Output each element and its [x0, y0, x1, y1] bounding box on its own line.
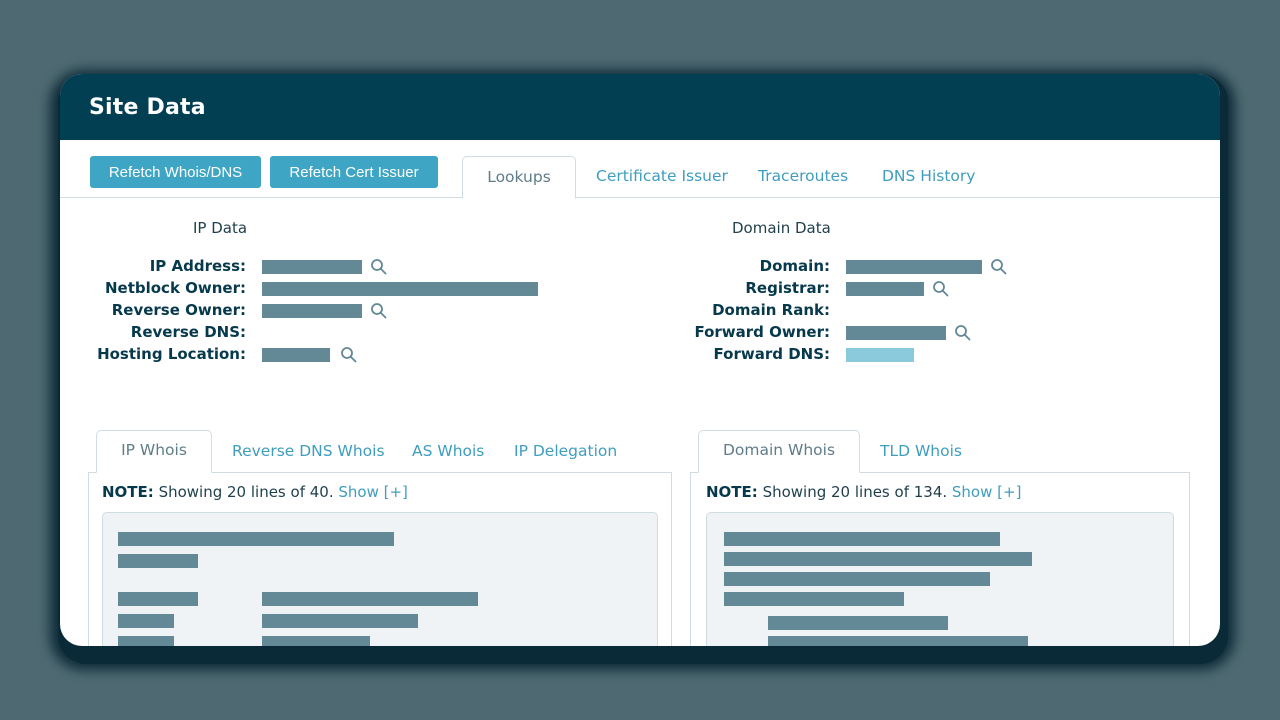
domain-data-title: Domain Data	[732, 219, 831, 237]
tab-lookups[interactable]: Lookups	[462, 156, 576, 199]
toolbar: Refetch Whois/DNS Refetch Cert Issuer Lo…	[60, 140, 1220, 199]
whois-line	[262, 592, 478, 606]
domain-whois-content	[706, 512, 1174, 646]
domain-label: Domain:	[759, 257, 830, 275]
whois-line	[262, 614, 418, 628]
search-icon[interactable]	[340, 346, 358, 364]
tab-traceroutes[interactable]: Traceroutes	[758, 167, 849, 185]
tab-domain-whois[interactable]: Domain Whois	[698, 430, 860, 473]
whois-line	[118, 554, 198, 568]
tab-certificate-issuer[interactable]: Certificate Issuer	[596, 167, 728, 185]
whois-line	[768, 616, 948, 630]
refetch-whois-dns-button[interactable]: Refetch Whois/DNS	[90, 156, 261, 188]
note-text: Showing 20 lines of 134.	[757, 483, 952, 501]
whois-line	[724, 532, 1000, 546]
show-more-link[interactable]: Show [+]	[951, 483, 1022, 501]
domain-whois-note: NOTE: Showing 20 lines of 134. Show [+]	[706, 483, 1021, 501]
tab-ip-delegation[interactable]: IP Delegation	[514, 442, 618, 460]
note-text: Showing 20 lines of 40.	[153, 483, 339, 501]
search-icon[interactable]	[370, 302, 388, 320]
note-prefix: NOTE:	[102, 483, 154, 501]
hosting-location-label: Hosting Location:	[97, 345, 246, 363]
reverse-dns-label: Reverse DNS:	[130, 323, 246, 341]
whois-line	[118, 532, 394, 546]
whois-line	[724, 592, 904, 606]
tab-dns-history[interactable]: DNS History	[882, 167, 976, 185]
ip-address-value	[262, 260, 362, 274]
ip-data-title: IP Data	[193, 219, 248, 237]
search-icon[interactable]	[990, 258, 1008, 276]
tab-ip-whois[interactable]: IP Whois	[96, 430, 212, 473]
registrar-label: Registrar:	[745, 279, 830, 297]
whois-line	[118, 592, 198, 606]
search-icon[interactable]	[954, 324, 972, 342]
note-prefix: NOTE:	[706, 483, 758, 501]
forward-owner-value	[846, 326, 946, 340]
registrar-value	[846, 282, 924, 296]
whois-line	[262, 636, 370, 646]
reverse-owner-label: Reverse Owner:	[111, 301, 246, 319]
tab-tld-whois[interactable]: TLD Whois	[880, 442, 962, 460]
search-icon[interactable]	[932, 280, 950, 298]
whois-line	[118, 614, 174, 628]
tab-reverse-dns-whois[interactable]: Reverse DNS Whois	[232, 442, 385, 460]
whois-line	[118, 636, 174, 646]
domain-value	[846, 260, 982, 274]
refetch-cert-issuer-button[interactable]: Refetch Cert Issuer	[270, 156, 438, 188]
ip-address-label: IP Address:	[149, 257, 246, 275]
whois-line	[768, 636, 1028, 646]
whois-line	[724, 552, 1032, 566]
show-more-link[interactable]: Show [+]	[338, 483, 408, 501]
tab-as-whois[interactable]: AS Whois	[412, 442, 485, 460]
forward-owner-label: Forward Owner:	[694, 323, 830, 341]
window-title: Site Data	[89, 94, 206, 120]
netblock-owner-label: Netblock Owner:	[104, 279, 246, 297]
forward-dns-link[interactable]	[846, 348, 914, 362]
ip-whois-content	[102, 512, 658, 646]
window-header: Site Data	[60, 74, 1220, 140]
site-data-window: Site Data Refetch Whois/DNS Refetch Cert…	[60, 74, 1220, 646]
domain-rank-label: Domain Rank:	[712, 301, 830, 319]
whois-line	[724, 572, 990, 586]
hosting-location-value	[262, 348, 330, 362]
reverse-owner-value	[262, 304, 362, 318]
forward-dns-label: Forward DNS:	[713, 345, 830, 363]
netblock-owner-value	[262, 282, 538, 296]
search-icon[interactable]	[370, 258, 388, 276]
ip-whois-note: NOTE: Showing 20 lines of 40. Show [+]	[102, 483, 408, 501]
